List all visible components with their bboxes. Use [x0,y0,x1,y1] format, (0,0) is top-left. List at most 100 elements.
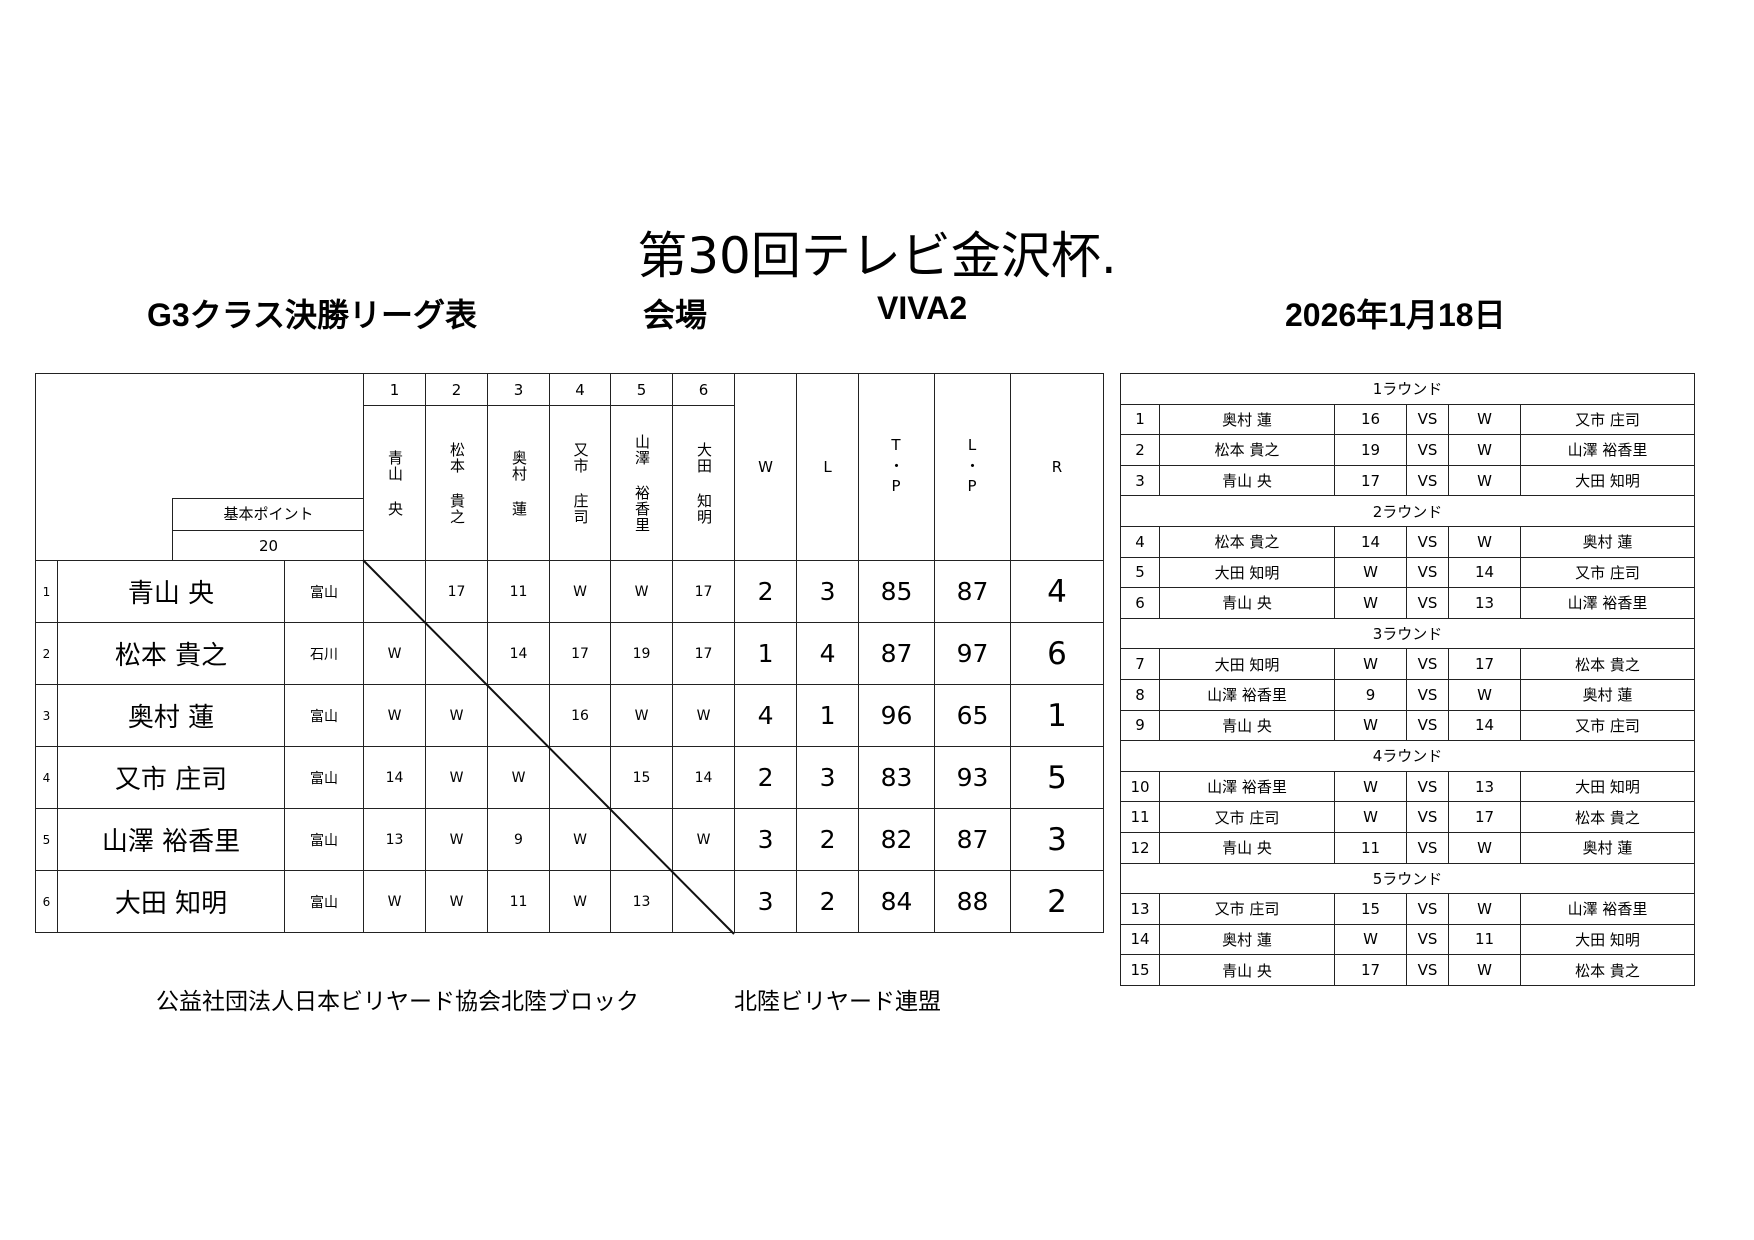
player-prefecture: 富山 [283,684,365,747]
player-1: 松本 貴之 [1159,434,1335,466]
final-rank: 2 [1010,870,1105,933]
lost-points: 87 [934,808,1012,871]
match-result: 14 [363,746,427,809]
player-1: 山澤 裕香里 [1159,678,1335,711]
player-2: 又市 庄司 [1519,709,1696,742]
corner-cell: 基本ポイント 20 [34,373,365,561]
score-1: 9 [1334,678,1407,711]
match-number: 4 [1120,525,1160,558]
header-l: L [796,373,860,561]
score-2: 17 [1448,801,1521,833]
vs-label: VS [1406,709,1449,742]
player-2: 松本 貴之 [1519,801,1696,833]
score-1: W [1334,770,1407,803]
match-number: 5 [1120,556,1160,589]
column-player-name-text: 青山 央 [386,449,405,517]
match-number: 6 [1120,587,1160,619]
player-row: 2 松本 貴之 石川 W 14 17 19 17 1 4 87 97 6 [35,622,1105,685]
player-2: 又市 庄司 [1519,403,1696,436]
class-label: G3クラス決勝リーグ表 [147,297,478,333]
player-rank: 5 [35,808,58,871]
match-result [549,746,612,809]
match-number: 3 [1120,464,1160,497]
score-1: 17 [1334,464,1407,497]
match-result: 19 [610,622,674,685]
score-1: W [1334,556,1407,589]
federation-name: 北陸ビリヤード連盟 [734,989,941,1015]
match-row: 8 山澤 裕香里 9 VS W 奥村 蓮 [1120,678,1696,711]
column-player-name: 山澤 裕香里 [610,405,674,561]
player-1: 青山 央 [1159,954,1335,986]
match-result [610,808,674,871]
match-result: W [425,870,489,933]
player-2: 大田 知明 [1519,923,1696,956]
player-1: 奥村 蓮 [1159,403,1335,436]
match-result: 13 [610,870,674,933]
round-label: 4ラウンド [1119,740,1696,772]
header-r: R [1010,373,1105,561]
player-name: 又市 庄司 [57,746,285,809]
player-1: 青山 央 [1159,831,1335,864]
match-result: 11 [487,560,551,623]
match-result: W [610,684,674,747]
total-points: 83 [858,746,936,809]
match-row: 3 青山 央 17 VS W 大田 知明 [1120,464,1696,497]
player-2: 奥村 蓮 [1519,525,1696,558]
match-number: 1 [1120,403,1160,436]
total-points: 82 [858,808,936,871]
match-row: 14 奥村 蓮 W VS 11 大田 知明 [1120,923,1696,956]
score-1: 16 [1334,403,1407,436]
match-result: 16 [549,684,612,747]
column-player-name-text: 大田 知明 [695,441,714,525]
wins: 3 [734,870,798,933]
vs-label: VS [1406,923,1449,956]
losses: 3 [796,746,860,809]
score-1: W [1334,709,1407,742]
score-1: W [1334,801,1407,833]
player-name: 山澤 裕香里 [57,808,285,871]
player-rank: 4 [35,746,58,809]
match-result: W [363,684,427,747]
match-row: 2 松本 貴之 19 VS W 山澤 裕香里 [1120,434,1696,466]
match-result: W [425,808,489,871]
wins: 2 [734,560,798,623]
player-prefecture: 富山 [283,746,365,809]
losses: 1 [796,684,860,747]
header-lp-text: L・P [963,435,982,499]
vs-label: VS [1406,403,1449,436]
player-row: 4 又市 庄司 富山 14 W W 15 14 2 3 83 93 5 [35,746,1105,809]
player-2: 奥村 蓮 [1519,678,1696,711]
match-result: W [672,684,736,747]
column-number: 1 [363,373,427,406]
header-tp-text: T・P [887,435,906,499]
vs-label: VS [1406,525,1449,558]
match-row: 10 山澤 裕香里 W VS 13 大田 知明 [1120,770,1696,803]
vs-label: VS [1406,587,1449,619]
match-result: W [549,560,612,623]
round-header-row: 4ラウンド [1119,740,1696,772]
player-2: 奥村 蓮 [1519,831,1696,864]
round-label: 2ラウンド [1119,495,1696,527]
match-row: 4 松本 貴之 14 VS W 奥村 蓮 [1120,525,1696,558]
player-rank: 3 [35,684,58,747]
match-number: 14 [1120,923,1160,956]
match-result: 14 [672,746,736,809]
score-2: W [1448,954,1521,986]
match-result: W [425,684,489,747]
player-1: 大田 知明 [1159,556,1335,589]
column-number: 6 [672,373,736,406]
player-rank: 6 [35,870,58,933]
total-points: 85 [858,560,936,623]
final-rank: 1 [1010,684,1105,747]
league-table: 基本ポイント 20 1 2 3 4 5 6 W L T・P L・P R 青山 央松本 貴之 奥村 蓮又市 庄… [34,373,1105,933]
match-result [363,560,427,623]
header-tp: T・P [858,373,936,561]
final-rank: 5 [1010,746,1105,809]
match-result: 11 [487,870,551,933]
score-2: W [1448,464,1521,497]
player-2: 大田 知明 [1519,464,1696,497]
column-player-name: 松本 貴之 [425,405,489,561]
venue-label: 会場 [643,297,708,333]
player-1: 山澤 裕香里 [1159,770,1335,803]
column-number: 2 [425,373,489,406]
